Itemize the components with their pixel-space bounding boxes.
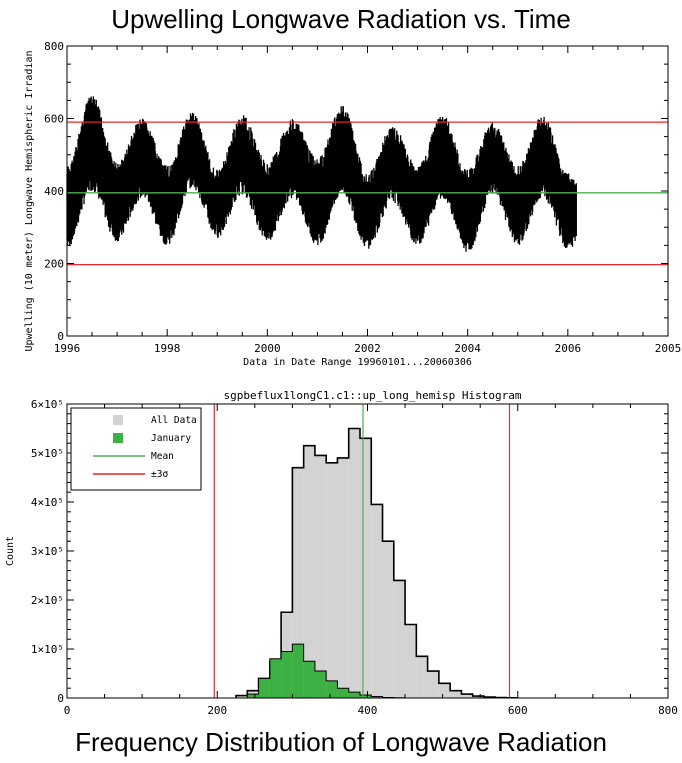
histogram-title: sgpbeflux1longC1.c1::up_long_hemisp Hist… [223,389,521,402]
timeseries-data [66,96,577,252]
histogram-bar [438,683,451,698]
histogram-bar [269,658,282,698]
histogram-bar [427,671,439,698]
x-tick-label: 2000 [254,342,281,355]
x-tick-label: 1998 [154,342,181,355]
x-tick-label: 200 [207,704,227,717]
histogram-bar [258,678,270,698]
histogram-bar [337,688,349,698]
x-axis-label: Data in Date Range 19960101...20060306 [243,357,472,368]
histogram-bar [326,462,338,698]
histogram-bar [472,696,484,698]
y-axis-label: Count [5,536,16,566]
y-axis-label: Upwelling (10 meter) Longwave Hemispheri… [24,50,35,351]
january-series [236,643,518,699]
histogram-bar [326,680,338,698]
histogram-bar [314,455,327,698]
x-tick-label: 2004 [454,342,481,355]
histogram-bar [292,644,304,698]
histogram-bar [314,671,327,698]
histogram-bar [359,438,372,698]
histogram-bar [269,661,282,698]
y-tick-label: 600 [44,113,64,126]
histogram-bar [303,445,315,698]
histogram-bar [247,690,259,698]
x-tick-label: 600 [508,704,528,717]
all-data-series [235,427,519,699]
histogram-bar [405,624,417,698]
x-tick-label: 2006 [555,342,582,355]
histogram-bar [281,612,293,698]
y-tick-label: 400 [44,185,64,198]
x-tick-label: 0 [64,704,71,717]
x-tick-label: 800 [658,704,678,717]
bottom-title: Frequency Distribution of Longwave Radia… [75,727,607,757]
histogram-bar [393,580,406,698]
y-tick-label: 200 [44,258,64,271]
legend-box [70,407,202,491]
histogram-bar [348,428,360,698]
legend-item-label: January [151,433,191,444]
histogram-bar [337,457,349,698]
histogram-bar [258,678,270,698]
legend-item-label: All Data [151,415,197,426]
histogram-bar [281,651,293,698]
timeseries-core-band [67,116,577,231]
histogram-bar [371,696,383,698]
histogram-bar [292,467,304,698]
legend-swatch [113,433,123,443]
histogram-bar [348,692,360,698]
histogram-bar [382,541,394,698]
y-tick-label: 0 [57,692,64,705]
y-tick-label: 0 [57,330,64,343]
histogram-bar [416,656,428,698]
histogram-bar [461,694,473,698]
histogram-bar [450,690,462,698]
y-tick-label: 2×10⁵ [31,594,64,607]
x-tick-label: 1996 [54,342,81,355]
histogram-bar [359,695,372,698]
y-tick-label: 4×10⁵ [31,496,64,509]
y-tick-label: 6×10⁵ [31,398,64,411]
timeseries-chart: 0 200 400 600 800 1996 1998 2000 2002 2004 2006 200… [24,40,682,368]
y-tick-label: 3×10⁵ [31,545,64,558]
x-tick-label: 400 [358,704,378,717]
legend: All Data January Mean ±3σ [70,407,202,491]
page-title: Upwelling Longwave Radiation vs. Time [111,4,571,34]
x-tick-label: 2002 [354,342,381,355]
histogram-bar [247,694,259,698]
y-tick-label: 1×10⁵ [31,643,64,656]
y-tick-label: 5×10⁵ [31,447,64,460]
y-tick-label: 800 [44,40,64,53]
histogram-step-outline [235,427,519,699]
histogram-bar [303,661,315,698]
legend-swatch [113,415,123,425]
histogram-step-outline [236,643,518,699]
histogram-bar [371,504,383,698]
histogram-bar [483,697,496,698]
legend-item-label: Mean [151,451,174,462]
histogram-bar [236,695,248,698]
histogram-plot-frame [66,403,669,699]
legend-item-label: ±3σ [151,469,168,480]
x-tick-label: 2005 [655,342,682,355]
